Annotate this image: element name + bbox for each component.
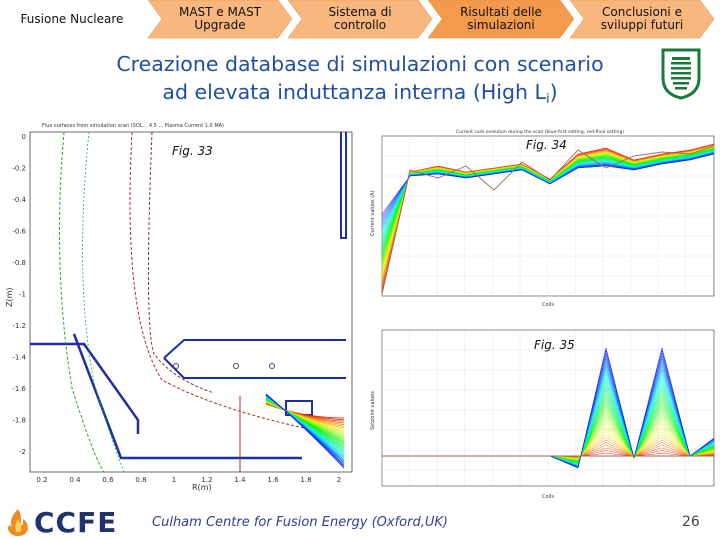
nav-label-line1: Sistema di (328, 5, 392, 19)
shield-logo-icon (661, 48, 701, 100)
fig33-fan (265, 393, 345, 469)
title-subscript: i (545, 92, 550, 107)
fig34-title: Current coils evolution during the scan … (456, 129, 624, 135)
fig33-ytick-label: -1.4 (12, 354, 26, 362)
fig33-separatrix (129, 131, 305, 429)
fig33-xtick-label: 0.2 (36, 476, 47, 484)
nav-label-line1: Conclusioni e (602, 5, 682, 19)
slide-title: Creazione database di simulazioni con sc… (40, 50, 680, 114)
fig33-probe (233, 363, 239, 369)
fig34-ylabel: Current values (A) (370, 190, 376, 236)
fig33-xtick-label: 0.4 (69, 476, 81, 484)
fig33-limit-line-2 (82, 131, 125, 473)
fig33-wall-lower (72, 333, 302, 460)
fig35-xlabel: Coils (542, 494, 554, 500)
fig33-ytick-label: -1 (19, 291, 26, 299)
fig33-limit-line (59, 131, 105, 473)
title-line2: ad elevata induttanza interna (High Li) (40, 78, 680, 114)
nav-item-fusione[interactable]: Fusione Nucleare (2, 0, 142, 38)
fig33-xtick-label: 1.6 (267, 476, 279, 484)
fig33-ytick-label: -0.8 (12, 259, 26, 267)
fig33-ylabel: Z(m) (5, 287, 14, 307)
fig33-ytick-label: -2 (19, 448, 26, 456)
figure-33: Flux surfaces from simulation scan (SOL.… (4, 118, 366, 498)
fig33-xtick-label: 0.6 (102, 476, 114, 484)
series-line (381, 153, 715, 215)
nav-label-line1: MAST e MAST (178, 5, 262, 19)
figure-35: Setpoint values Coils Fig. 35 (366, 318, 718, 504)
fig33-ytick-label: 0 (22, 133, 26, 141)
fig33-xtick-label: 0.8 (135, 476, 146, 484)
fig34-xlabel: Coils (542, 302, 554, 308)
fig33-divertor-plate (163, 339, 346, 359)
nav-item-risultati[interactable]: Risultati delle simulazioni (435, 0, 567, 38)
fig33-xlabel: R(m) (192, 483, 212, 492)
ccfe-logo-text: CCFE (34, 506, 118, 539)
figure-34: Current coils evolution during the scan … (366, 124, 718, 310)
fig33-xtick-label: 1.4 (234, 476, 246, 484)
section-nav: Fusione Nucleare MAST e MAST Upgrade Sis… (0, 0, 720, 42)
fig35-series (382, 347, 715, 469)
fig33-ytick-label: -1.2 (12, 322, 26, 330)
fig33-probe (269, 363, 275, 369)
nav-item-mast[interactable]: MAST e MAST Upgrade (155, 0, 285, 38)
nav-item-conclusioni[interactable]: Conclusioni e sviluppi futuri (577, 0, 707, 38)
fig33-fan-line (265, 393, 345, 469)
nav-label-line1: Risultati delle (460, 5, 542, 19)
page-number: 26 (682, 514, 700, 530)
baseline-series (381, 145, 715, 295)
fig33-central-column (340, 132, 347, 239)
fig33-probe (173, 363, 179, 369)
fig33-ytick-label: -0.4 (12, 196, 26, 204)
fig33-plot: Flux surfaces from simulation scan (SOL.… (5, 123, 353, 492)
fig35-axes (381, 329, 715, 487)
fig33-xtick-label: 1 (172, 476, 176, 484)
fig33-yticks: 0 -0.2 -0.4 -0.6 -0.8 -1 -1.2 -1.4 -1.6 -1.8 -2 (12, 133, 26, 456)
fig35-plot: Setpoint values Coils (370, 329, 715, 500)
nav-label-line2: simulazioni (467, 18, 535, 32)
fig33-divertor-plate-lower (163, 357, 346, 379)
fig33-wall (30, 342, 140, 434)
title-line2-end: ) (549, 80, 558, 104)
fig33-title: Flux surfaces from simulation scan (SOL.… (42, 123, 224, 129)
ccfe-flame-icon (8, 509, 28, 536)
nav-label-line2: sviluppi futuri (600, 18, 684, 32)
fig33-xtick-label: 1.8 (300, 476, 311, 484)
nav-arrows (147, 0, 715, 39)
fig33-ytick-label: -0.2 (12, 165, 26, 173)
fig33-label: Fig. 33 (172, 144, 213, 158)
footer-caption: Culham Centre for Fusion Energy (Oxford,… (152, 515, 448, 530)
title-line2-main: ad elevata induttanza interna (High L (162, 80, 546, 104)
fig34-label: Fig. 34 (526, 138, 567, 152)
nav-item-controllo[interactable]: Sistema di controllo (295, 0, 425, 38)
nav-label-line2: controllo (333, 18, 387, 32)
title-line1: Creazione database di simulazioni con sc… (116, 52, 604, 76)
fig33-xticks: 0.2 0.4 0.6 0.8 1 1.2 1.4 1.6 1.8 2 (36, 476, 341, 484)
fig33-xtick-label: 2 (337, 476, 341, 484)
fig33-ytick-label: -1.8 (12, 417, 26, 425)
fig34-plot: Current coils evolution during the scan … (370, 129, 715, 308)
fig35-ylabel: Setpoint values (370, 391, 376, 430)
fig33-separatrix-inner (147, 131, 215, 394)
fig33-xtick-label: 1.2 (201, 476, 212, 484)
nav-label-line2: Upgrade (194, 18, 246, 32)
fig33-ytick-label: -0.6 (12, 228, 26, 236)
fig35-label: Fig. 35 (534, 338, 575, 352)
fig33-ytick-label: -1.6 (12, 385, 26, 393)
fig34-series (381, 143, 715, 295)
nav-label: Fusione Nucleare (20, 11, 124, 26)
